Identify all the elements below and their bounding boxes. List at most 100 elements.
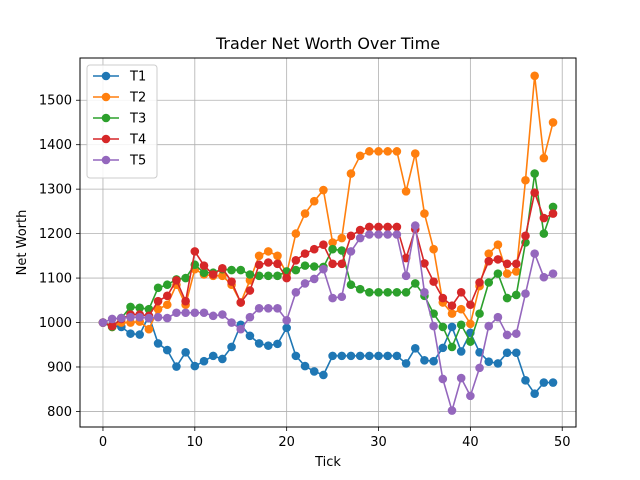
data-point	[475, 363, 484, 373]
data-point	[429, 356, 438, 366]
data-point	[548, 378, 558, 387]
data-point	[153, 304, 163, 314]
data-point	[484, 278, 494, 287]
legend-item-t3: T3	[93, 112, 146, 127]
y-tick-label: 1400	[39, 138, 72, 153]
data-point	[245, 331, 255, 341]
data-point	[548, 269, 558, 278]
data-point	[245, 312, 255, 322]
data-point	[521, 289, 530, 298]
data-point	[181, 348, 190, 357]
x-tick-label: 10	[187, 435, 204, 450]
data-point	[172, 275, 181, 285]
data-point	[493, 255, 503, 264]
data-point	[300, 279, 310, 288]
data-point	[447, 322, 457, 332]
data-point	[401, 287, 411, 297]
legend-label: T5	[129, 154, 146, 169]
data-point	[548, 202, 558, 212]
data-point	[355, 351, 365, 361]
data-point	[539, 153, 549, 163]
data-point	[484, 321, 494, 331]
y-axis-title: Net Worth	[15, 210, 30, 276]
data-point	[172, 362, 181, 371]
data-point	[475, 278, 484, 287]
data-point	[447, 406, 457, 415]
data-point	[181, 308, 190, 318]
data-point	[162, 313, 172, 323]
data-point	[374, 351, 383, 361]
data-point	[291, 265, 301, 275]
data-point	[466, 337, 475, 346]
data-point	[502, 330, 512, 340]
data-point	[153, 339, 163, 348]
data-point	[153, 296, 163, 306]
legend-label: T3	[129, 112, 146, 127]
data-point	[172, 308, 181, 318]
data-point	[438, 322, 448, 332]
series-t1	[98, 311, 558, 398]
data-point	[291, 255, 301, 265]
data-point	[346, 247, 356, 256]
data-point	[530, 249, 539, 258]
data-point	[208, 351, 218, 361]
data-point	[383, 287, 393, 297]
data-point	[227, 265, 236, 275]
x-axis-title: Tick	[314, 455, 341, 470]
data-point	[263, 247, 273, 256]
data-point	[190, 308, 200, 318]
data-point	[401, 271, 411, 281]
data-point	[401, 359, 411, 368]
y-tick-label: 1000	[39, 316, 72, 331]
data-point	[319, 370, 328, 380]
data-point	[319, 264, 328, 274]
data-point	[273, 271, 282, 281]
data-point	[355, 225, 365, 235]
legend-swatch-marker	[101, 92, 111, 102]
data-point	[300, 261, 310, 270]
data-point	[144, 313, 154, 323]
data-point	[410, 149, 420, 158]
data-point	[144, 324, 154, 334]
data-point	[511, 259, 521, 269]
data-point	[466, 391, 475, 401]
data-point	[511, 348, 521, 358]
legend-swatch-marker	[101, 134, 111, 144]
data-point	[420, 209, 429, 218]
data-point	[162, 291, 172, 301]
data-point	[282, 323, 291, 333]
data-point	[162, 300, 172, 310]
data-point	[218, 271, 227, 281]
data-point	[227, 277, 236, 286]
data-point	[254, 260, 264, 270]
data-point	[392, 222, 402, 232]
data-point	[539, 229, 549, 238]
data-point	[401, 187, 411, 196]
x-tick-label: 40	[462, 435, 479, 450]
data-point	[319, 240, 328, 250]
legend-swatch-marker	[101, 71, 111, 81]
data-point	[208, 270, 218, 279]
data-point	[420, 259, 429, 268]
data-point	[365, 222, 374, 232]
data-point	[199, 268, 209, 278]
legend-label: T1	[129, 70, 146, 85]
data-point	[346, 231, 356, 241]
data-point	[181, 296, 190, 306]
data-point	[493, 240, 503, 250]
legend-label: T4	[129, 133, 146, 148]
data-point	[511, 267, 521, 276]
data-point	[263, 271, 273, 281]
data-point	[530, 188, 539, 198]
data-point	[392, 230, 402, 239]
data-point	[392, 147, 402, 156]
data-point	[456, 304, 466, 314]
legend-swatch-marker	[101, 155, 111, 165]
data-point	[539, 272, 549, 282]
data-point	[539, 213, 549, 223]
data-point	[227, 342, 236, 352]
y-tick-label: 1100	[39, 272, 72, 287]
legend-item-t5: T5	[93, 154, 146, 169]
data-point	[309, 244, 319, 254]
